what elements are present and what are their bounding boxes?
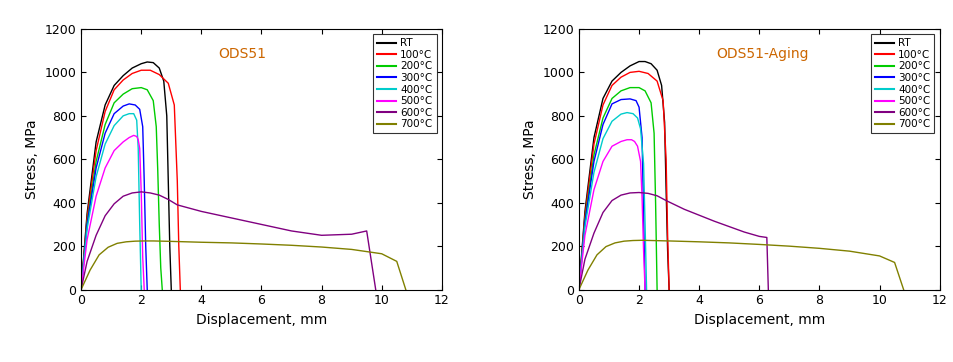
X-axis label: Displacement, mm: Displacement, mm	[693, 313, 824, 327]
Text: ODS51: ODS51	[218, 47, 266, 61]
Legend: RT, 100°C, 200°C, 300°C, 400°C, 500°C, 600°C, 700°C: RT, 100°C, 200°C, 300°C, 400°C, 500°C, 6…	[373, 34, 436, 134]
Y-axis label: Stress, MPa: Stress, MPa	[522, 119, 537, 199]
Legend: RT, 100°C, 200°C, 300°C, 400°C, 500°C, 600°C, 700°C: RT, 100°C, 200°C, 300°C, 400°C, 500°C, 6…	[870, 34, 934, 134]
Y-axis label: Stress, MPa: Stress, MPa	[25, 119, 39, 199]
Text: ODS51-Aging: ODS51-Aging	[716, 47, 808, 61]
X-axis label: Displacement, mm: Displacement, mm	[195, 313, 327, 327]
